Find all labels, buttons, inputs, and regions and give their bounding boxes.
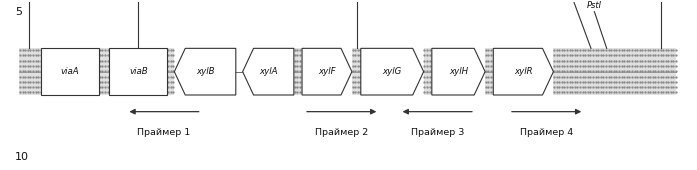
Polygon shape (302, 48, 352, 95)
Text: 10: 10 (15, 152, 29, 162)
Bar (99, 48, 109, 95)
Text: xylG: xylG (383, 67, 402, 76)
Text: viaA: viaA (61, 67, 79, 76)
Bar (167, 48, 174, 95)
Text: 5: 5 (15, 7, 22, 17)
Polygon shape (174, 48, 236, 95)
Polygon shape (109, 48, 167, 95)
Text: viaB: viaB (129, 67, 148, 76)
Text: xylH: xylH (449, 67, 468, 76)
Bar (553, 48, 676, 95)
Text: PstI: PstI (587, 1, 602, 10)
Polygon shape (243, 48, 294, 95)
Polygon shape (432, 48, 485, 95)
Bar (485, 48, 493, 95)
Bar (352, 48, 361, 95)
Text: Праймер 3: Праймер 3 (411, 128, 464, 137)
Text: xylB: xylB (196, 67, 214, 76)
Polygon shape (41, 48, 99, 95)
Text: Праймер 4: Праймер 4 (520, 128, 573, 137)
Text: xylF: xylF (318, 67, 336, 76)
Bar (20, 48, 41, 95)
Text: Праймер 2: Праймер 2 (315, 128, 368, 137)
Text: xylA: xylA (259, 67, 277, 76)
Polygon shape (493, 48, 553, 95)
Bar (294, 48, 302, 95)
Text: xylR: xylR (514, 67, 533, 76)
Text: Праймер 1: Праймер 1 (137, 128, 191, 137)
Bar (424, 48, 432, 95)
Polygon shape (361, 48, 424, 95)
